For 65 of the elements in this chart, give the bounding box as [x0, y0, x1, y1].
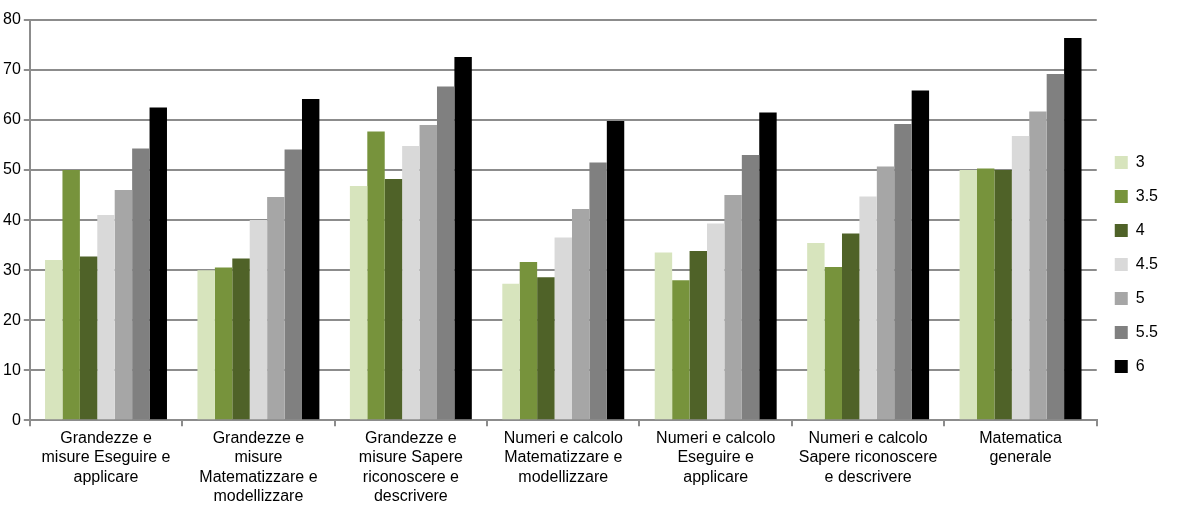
- bar: [994, 170, 1012, 420]
- bar: [502, 283, 520, 420]
- legend-label: 6: [1135, 356, 1145, 374]
- bar: [841, 233, 860, 420]
- bar: [571, 209, 590, 420]
- legend-label: 4.5: [1135, 254, 1159, 272]
- bar: [197, 270, 215, 420]
- bar: [759, 112, 777, 420]
- y-tick-label: 70: [3, 60, 21, 78]
- bar: [1029, 111, 1047, 420]
- bar: [689, 251, 707, 420]
- bar: [1064, 38, 1082, 420]
- bar: [79, 256, 98, 420]
- bar: [232, 258, 250, 420]
- bar: [114, 190, 133, 420]
- bar: [419, 125, 437, 420]
- y-tick-label: 0: [11, 410, 21, 428]
- x-tick-label: Numeri e calcolo Sapere riconoscere e descrivere: [798, 429, 938, 485]
- bar: [724, 195, 742, 420]
- bar: [706, 223, 725, 420]
- bar: [149, 107, 167, 420]
- bar: [876, 166, 895, 420]
- bar: [267, 197, 285, 420]
- legend-label: 4: [1135, 220, 1145, 238]
- y-tick-label: 20: [3, 310, 21, 328]
- legend-label: 3.5: [1135, 186, 1159, 204]
- x-tick-label: Grandezze e misure Matematizzare e modellizzare: [199, 429, 318, 504]
- legend-label: 3: [1135, 152, 1145, 170]
- bar: [807, 243, 825, 420]
- bar: [672, 280, 690, 420]
- y-tick-label: 80: [3, 10, 21, 28]
- y-tick-label: 60: [3, 110, 21, 128]
- bar: [1011, 136, 1030, 420]
- bar: [606, 121, 625, 420]
- bar: [519, 262, 538, 420]
- x-tick-label: Grandezze e misure Eseguire e applicare: [41, 429, 171, 485]
- x-tick-label: Numeri e calcolo Matematizzare e modellizzare: [503, 429, 623, 485]
- bar: [977, 168, 995, 420]
- bar: [45, 260, 63, 420]
- bar: [454, 57, 472, 420]
- x-tick-label: Matematica generale: [979, 429, 1062, 466]
- y-tick-label: 10: [3, 360, 21, 378]
- legend-label: 5.5: [1135, 322, 1159, 340]
- x-tick-label: Grandezze e misure Sapere riconoscere e descrivere: [358, 429, 463, 504]
- y-tick-label: 40: [3, 210, 21, 228]
- bar: [859, 196, 877, 420]
- y-tick-label: 50: [3, 160, 21, 178]
- y-tick-label: 30: [3, 260, 21, 278]
- bar: [97, 215, 115, 420]
- bar: [911, 90, 930, 420]
- x-tick-label: Numeri e calcolo Eseguire e applicare: [656, 429, 776, 485]
- bar: [349, 186, 368, 420]
- bar: [301, 99, 320, 420]
- bar: [959, 170, 977, 420]
- bar: [384, 179, 403, 420]
- bar: [214, 267, 233, 420]
- bar: [654, 252, 673, 420]
- bar: [554, 237, 572, 420]
- bar: [537, 277, 555, 420]
- bar: [367, 131, 385, 420]
- legend-label: 5: [1135, 288, 1145, 306]
- bar: [62, 170, 80, 420]
- bar: [402, 146, 420, 420]
- bar: [249, 220, 268, 420]
- bar: [824, 267, 842, 420]
